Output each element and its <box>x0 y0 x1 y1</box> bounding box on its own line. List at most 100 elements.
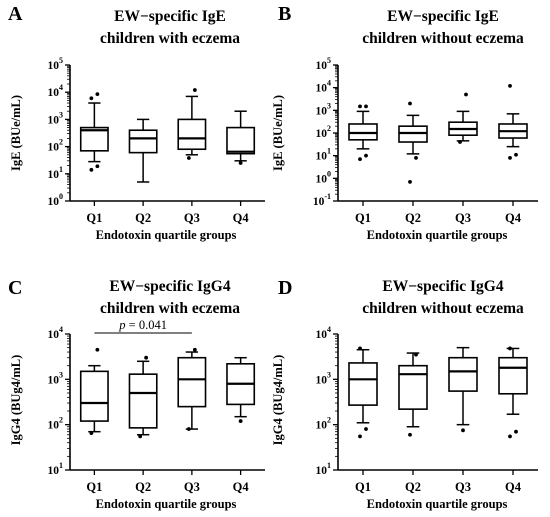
iqr-box <box>128 129 158 154</box>
outlier-point <box>508 83 512 88</box>
y-tick-label: 101 <box>316 147 332 163</box>
outlier-point <box>514 152 518 157</box>
x-tick-label-q1: Q1 <box>86 480 102 494</box>
x-tick-label-q3: Q3 <box>455 211 471 225</box>
y-tick-label: 102 <box>316 124 332 140</box>
y-tick-label: 102 <box>48 416 64 432</box>
outlier-point <box>89 96 94 101</box>
y-axis-label: IgE (BUe/mL) <box>9 95 23 171</box>
x-tick-label-q3: Q3 <box>184 211 200 225</box>
chart-title-line-2: children with eczema <box>100 30 240 47</box>
box-q1 <box>348 104 378 162</box>
y-tick-label: 101 <box>48 165 64 181</box>
iqr-box <box>177 356 207 408</box>
y-tick-label: 101 <box>48 461 64 477</box>
outlier-point <box>144 355 149 360</box>
y-tick-label: 105 <box>316 56 332 72</box>
x-axis-label: Endotoxin quartile groups <box>96 228 237 242</box>
outlier-point <box>238 419 243 423</box>
outlier-point <box>364 104 368 109</box>
iqr-box <box>177 118 207 151</box>
outlier-point <box>358 157 362 162</box>
outlier-point <box>192 88 197 92</box>
outlier-point <box>364 427 368 431</box>
panel-b: B EW−specific IgE children without eczema 1… <box>271 3 538 242</box>
x-tick-label-q2: Q2 <box>135 211 151 225</box>
panel-c: C EW−specific IgG4 children with eczema 101… <box>8 277 265 511</box>
iqr-box <box>79 126 109 152</box>
outlier-point <box>514 429 518 434</box>
y-tick-label: 100 <box>48 192 64 208</box>
box-q4 <box>498 83 528 160</box>
x-tick-label-q1: Q1 <box>355 211 371 225</box>
outlier-point <box>192 347 197 352</box>
x-axis-label: Endotoxin quartile groups <box>367 497 508 511</box>
box-q2 <box>128 355 158 439</box>
outlier-point <box>508 346 512 351</box>
y-axis-label: IgG4 (BUg4/mL) <box>9 355 23 446</box>
y-tick-label: 104 <box>316 325 332 341</box>
chart-title-line-1: EW−specific IgG4 <box>109 278 230 295</box>
x-tick-label-q2: Q2 <box>135 480 151 494</box>
y-axis-label: IgE (BUe/mL) <box>271 95 285 171</box>
box-q2 <box>398 101 428 184</box>
box-q2 <box>398 352 428 437</box>
x-tick-label-q2: Q2 <box>405 211 421 225</box>
outlier-point <box>358 104 362 109</box>
outlier-point <box>358 346 362 351</box>
chart-title-line-1: EW−specific IgG4 <box>382 278 503 295</box>
outlier-point <box>508 434 512 439</box>
iqr-box <box>348 362 378 406</box>
box-q4 <box>226 110 256 165</box>
iqr-box <box>79 370 109 422</box>
x-tick-label-q1: Q1 <box>86 211 102 225</box>
x-axis-label: Endotoxin quartile groups <box>96 497 237 511</box>
box-q3 <box>448 346 478 433</box>
panel-a: A EW−specific IgE children with eczema 100 1… <box>8 3 265 242</box>
y-tick-label: 104 <box>316 79 332 95</box>
chart-title-line-2: children without eczema <box>362 30 524 47</box>
x-tick-label-q4: Q4 <box>505 480 522 494</box>
x-tick-label-q1: Q1 <box>355 480 371 494</box>
y-tick-label: 103 <box>316 101 332 117</box>
outlier-point <box>89 431 94 436</box>
y-axis-label: IgG4 (BUg4/mL) <box>271 355 285 446</box>
y-tick-label: 10-1 <box>313 192 331 208</box>
y-tick-label: 105 <box>48 56 64 72</box>
x-tick-label-q2: Q2 <box>405 480 421 494</box>
box-q1 <box>79 347 109 436</box>
box-q2 <box>128 118 158 183</box>
panel-letter: A <box>8 3 23 25</box>
iqr-box <box>498 356 528 395</box>
outlier-point <box>408 101 412 106</box>
outlier-point <box>364 153 368 158</box>
box-q1 <box>79 92 109 172</box>
box-q3 <box>177 347 207 431</box>
iqr-box <box>448 356 478 392</box>
outlier-point <box>358 434 362 439</box>
box-q3 <box>448 92 478 144</box>
outlier-point <box>408 432 412 437</box>
box-q4 <box>498 346 528 439</box>
outlier-point <box>95 164 100 169</box>
x-tick-label-q4: Q4 <box>505 211 522 225</box>
outlier-point <box>186 427 191 431</box>
x-tick-label-q4: Q4 <box>233 211 250 225</box>
y-tick-label: 103 <box>316 370 332 386</box>
y-tick-label: 104 <box>48 325 64 341</box>
chart-title-line-1: EW−specific IgE <box>387 8 499 25</box>
y-tick-label: 104 <box>48 83 64 99</box>
outlier-point <box>408 179 412 184</box>
outlier-point <box>458 140 462 144</box>
panel-letter: C <box>8 277 22 299</box>
y-tick-label: 103 <box>48 110 64 126</box>
x-tick-label-q3: Q3 <box>184 480 200 494</box>
y-tick-label: 100 <box>316 169 332 185</box>
iqr-box <box>128 373 158 429</box>
box-q4 <box>226 356 256 423</box>
panel-d: D EW−specific IgG4 children without eczema… <box>271 277 538 511</box>
x-axis-label: Endotoxin quartile groups <box>367 228 508 242</box>
y-tick-label: 102 <box>48 138 64 154</box>
outlier-point <box>95 92 100 97</box>
y-tick-label: 101 <box>316 461 332 477</box>
